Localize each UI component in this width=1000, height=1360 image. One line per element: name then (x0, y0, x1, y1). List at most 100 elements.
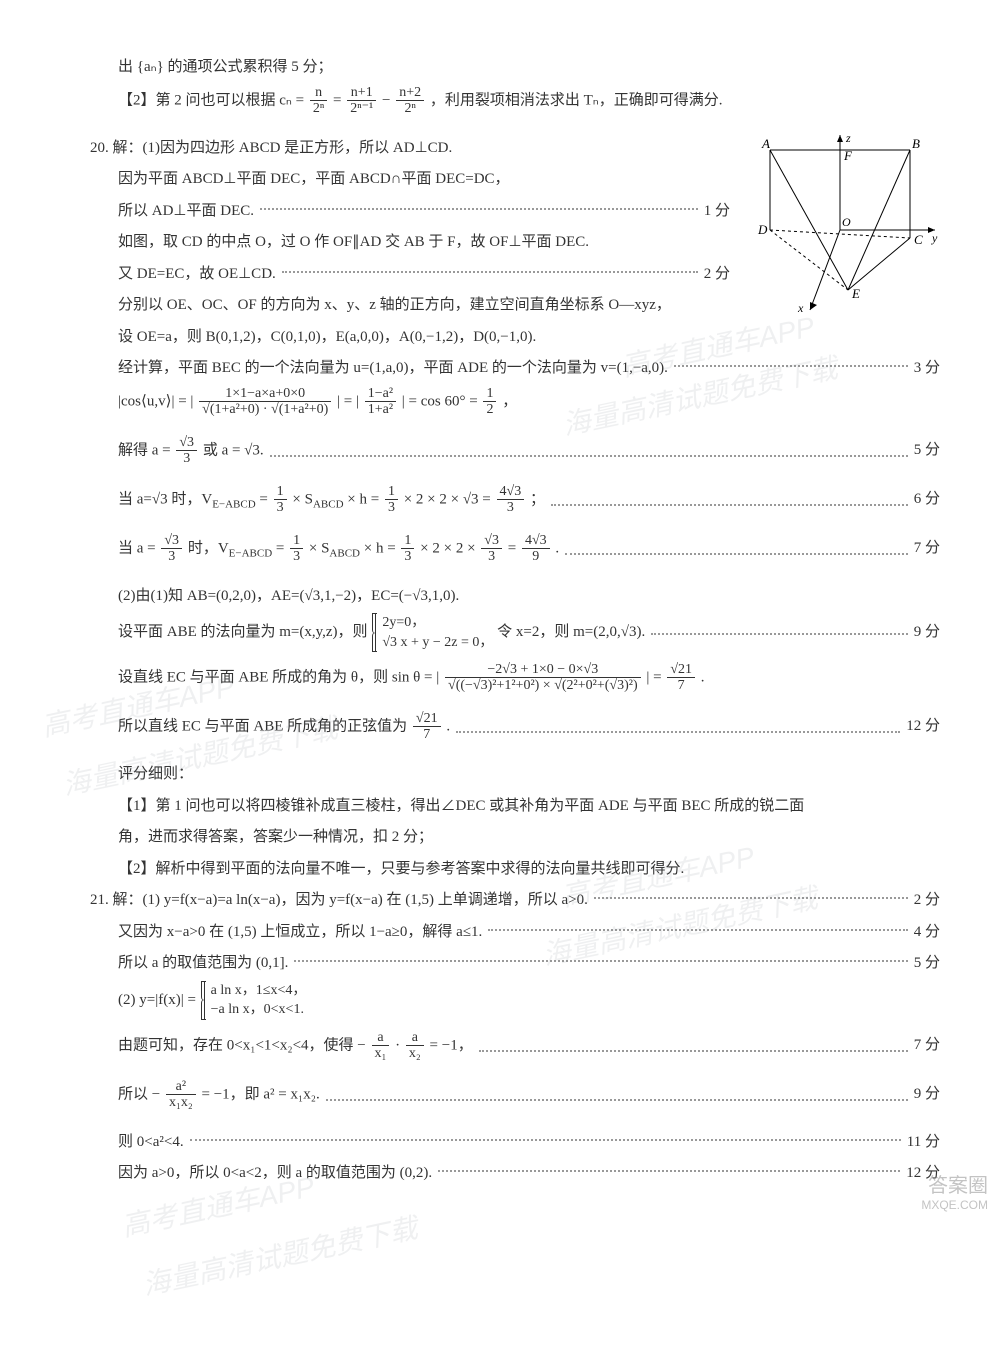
text-line: 解得 a = √33 或 a = √3. 5 分 (90, 435, 940, 481)
content: 设 OE=a，则 B(0,1,2)，C(0,1,0)，E(a,0,0)，A(0,… (118, 323, 536, 352)
fraction: a²x₁x₂ (166, 1079, 196, 1111)
svg-text:C: C (914, 232, 923, 247)
t: − (382, 92, 394, 108)
score: 7 分 (914, 534, 940, 563)
sub: ABCD (313, 498, 344, 510)
t: 解得 a = (118, 442, 174, 458)
q-num: 20. 解： (90, 140, 143, 156)
content: 出 {aₙ} 的通项公式累积得 5 分； (118, 53, 333, 82)
t: 所以 − (118, 1086, 160, 1102)
fraction: 13 (401, 533, 414, 565)
dots (456, 731, 900, 733)
fraction: 12 (483, 386, 496, 418)
text-line: 评分细则： (90, 760, 940, 789)
dots (565, 553, 908, 555)
text-line: 角，进而求得答案，答案少一种情况，扣 2 分； (90, 823, 940, 852)
page: 高考直通车APP 海量高清试题免费下载 高考直通车APP 海量高清试题免费下载 … (0, 0, 1000, 1221)
fraction: 4√39 (522, 533, 550, 565)
t: 设直线 EC 与平面 ABE 所成的角为 θ，则 sin θ = | (118, 669, 439, 685)
t: 答案圈 (921, 1174, 988, 1198)
svg-text:z: z (845, 131, 851, 145)
svg-text:F: F (843, 148, 853, 163)
dots (282, 271, 698, 273)
t: · (395, 1037, 404, 1053)
content: 评分细则： (118, 760, 193, 789)
dots (651, 633, 908, 635)
text-line: 设直线 EC 与平面 ABE 所成的角为 θ，则 sin θ = | −2√3 … (90, 662, 940, 708)
content: 所以 − a²x₁x₂ = −1，即 a² = x₁x₂. (118, 1079, 320, 1111)
t: . (701, 669, 705, 685)
t: ； (530, 491, 545, 507)
t: 设平面 ABE 的法向量为 m=(x,y,z)，则 (118, 624, 368, 640)
text-line: (2)由(1)知 AB=(0,2,0)，AE=(√3,1,−2)，EC=(−√3… (90, 582, 940, 611)
score: 11 分 (907, 1128, 940, 1157)
text-line: 则 0<a²<4. 11 分 (90, 1128, 940, 1157)
text-line: 设平面 ABE 的法向量为 m=(x,y,z)，则 2y=0， √3 x + y… (90, 613, 940, 659)
t: 令 x=2，则 m=(2,0,√3). (497, 624, 645, 640)
score: 5 分 (914, 436, 940, 465)
text-line: 当 a=√3 时，VE−ABCD = 13 × SABCD × h = 13 ×… (90, 484, 940, 530)
t: . (446, 718, 450, 734)
t: 当 a = (118, 540, 159, 556)
t: × S (309, 540, 330, 556)
fraction: √217 (667, 662, 695, 694)
content: 【2】第 2 问也可以根据 cₙ = n2ⁿ = n+12ⁿ⁻¹ − n+22ⁿ… (118, 85, 723, 117)
content: 由题可知，存在 0<x₁<1<x₂<4，使得 − ax₁ · ax₂ = −1， (118, 1030, 473, 1062)
fraction: √33 (481, 533, 502, 565)
t: (1) y=f(x−a)=a ln(x−a)，因为 y=f(x−a) 在 (1,… (143, 892, 588, 908)
dots (294, 960, 907, 962)
t: a ln x，1≤x<4， (211, 981, 307, 1001)
dots (190, 1139, 901, 1141)
dots (674, 365, 908, 367)
problem-start: 21. 解：(1) y=f(x−a)=a ln(x−a)，因为 y=f(x−a)… (90, 886, 940, 915)
t: . (555, 540, 559, 556)
content: 设平面 ABE 的法向量为 m=(x,y,z)，则 2y=0， √3 x + y… (118, 613, 645, 652)
svg-text:D: D (757, 222, 768, 237)
t: 所以直线 EC 与平面 ABE 所成角的正弦值为 (118, 718, 407, 734)
fraction: −2√3 + 1×0 − 0×√3√((−√3)²+1²+0²) × √(2²+… (445, 662, 641, 694)
sub: E−ABCD (212, 498, 255, 510)
fraction: 4√33 (497, 484, 525, 516)
dots (260, 208, 698, 210)
content: 21. 解：(1) y=f(x−a)=a ln(x−a)，因为 y=f(x−a)… (90, 886, 588, 915)
t: −a ln x，0<x<1. (211, 1000, 307, 1020)
text-line: 又因为 x−a>0 在 (1,5) 上恒成立，所以 1−a≥0，解得 a≤1. … (90, 918, 940, 947)
svg-text:A: A (761, 136, 770, 151)
content: |cos⟨u,v⟩| = | 1×1−a×a+0×0√(1+a²+0) · √(… (118, 386, 517, 418)
content: 角，进而求得答案，答案少一种情况，扣 2 分； (118, 823, 433, 852)
text-line: 所以 a 的取值范围为 (0,1]. 5 分 (90, 949, 940, 978)
content: 当 a = √33 时，VE−ABCD = 13 × SABCD × h = 1… (118, 533, 559, 565)
fraction: ax₁ (372, 1030, 390, 1062)
brace: a ln x，1≤x<4， −a ln x，0<x<1. (204, 981, 307, 1020)
content: 又因为 x−a>0 在 (1,5) 上恒成立，所以 1−a≥0，解得 a≤1. (118, 918, 482, 947)
t: = (333, 92, 345, 108)
t: = −1，即 a² = x₁x₂. (201, 1086, 319, 1102)
score: 3 分 (914, 354, 940, 383)
t: | = cos 60° = (402, 393, 482, 409)
score: 12 分 (906, 712, 940, 741)
fraction: n+22ⁿ (396, 85, 424, 117)
fraction: 1−a²1+a² (365, 386, 396, 418)
text-line: 出 {aₙ} 的通项公式累积得 5 分； (90, 53, 940, 82)
content: 【1】第 1 问也可以将四棱锥补成直三棱柱，得出∠DEC 或其补角为平面 ADE… (118, 792, 804, 821)
geometry-figure: y z x A B C D E F O (740, 130, 940, 330)
score: 2 分 (704, 260, 730, 289)
content: 如图，取 CD 的中点 O，过 O 作 OF∥AD 交 AB 于 F，故 OF⊥… (118, 228, 589, 257)
text-line: (2) y=|f(x)| = a ln x，1≤x<4， −a ln x，0<x… (90, 981, 940, 1027)
t: 或 a = √3. (203, 442, 264, 458)
t: = (259, 491, 271, 507)
score: 6 分 (914, 485, 940, 514)
text-line: 【2】解析中得到平面的法向量不唯一，只要与参考答案中求得的法向量共线即可得分. (90, 855, 940, 884)
score: 5 分 (914, 949, 940, 978)
content: 设直线 EC 与平面 ABE 所成的角为 θ，则 sin θ = | −2√3 … (118, 662, 705, 694)
dots (551, 504, 908, 506)
t: ，利用裂项相消法求出 Tₙ，正确即可得满分. (430, 92, 723, 108)
content: 因为平面 ABCD⊥平面 DEC，平面 ABCD∩平面 DEC=DC， (118, 165, 510, 194)
t: 2y=0， (382, 613, 493, 633)
text-line: 所以直线 EC 与平面 ABE 所成角的正弦值为 √217 . 12 分 (90, 711, 940, 757)
text-line: 所以 − a²x₁x₂ = −1，即 a² = x₁x₂. 9 分 (90, 1079, 940, 1125)
dots (270, 455, 908, 457)
fraction: √33 (176, 435, 197, 467)
t: √3 x + y − 2z = 0， (382, 633, 493, 653)
t: = (508, 540, 520, 556)
